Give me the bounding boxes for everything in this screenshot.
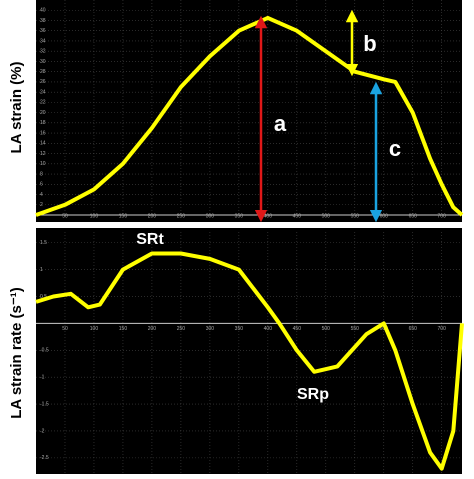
x-tick-label: 500 [322, 213, 331, 219]
x-tick-label: 700 [438, 213, 447, 219]
x-tick-label: 350 [235, 326, 244, 332]
y-tick-label: 22 [40, 100, 46, 106]
strain-curve [35, 15, 464, 217]
x-tick-label: 600 [380, 326, 389, 332]
annotation: SRp [297, 386, 329, 403]
y-tick-label: 2 [40, 202, 43, 208]
x-tick-label: 100 [90, 326, 99, 332]
y-tick-label: 6 [40, 182, 43, 188]
y-tick-label: 16 [40, 130, 46, 136]
annotation: c [389, 136, 401, 161]
y-tick-label: 30 [40, 59, 46, 65]
x-tick-label: 550 [351, 213, 360, 219]
x-tick-label: 550 [351, 326, 360, 332]
y-tick-label: 4 [40, 192, 43, 198]
y-tick-label: 40 [40, 8, 46, 14]
x-tick-label: 650 [409, 326, 418, 332]
x-tick-label: 300 [206, 326, 215, 332]
x-tick-label: 450 [293, 213, 302, 219]
y-tick-label: -2.5 [40, 455, 49, 461]
y-tick-label: 24 [40, 89, 46, 95]
y-tick-label: 18 [40, 120, 46, 126]
y-tick-label: 14 [40, 141, 46, 147]
annotation: b [363, 31, 376, 56]
plot-bg [36, 228, 462, 474]
y-tick-label: 12 [40, 151, 46, 157]
y-tick-label: 1 [40, 267, 43, 273]
y-tick-label: -1 [40, 375, 45, 381]
y-tick-label: 10 [40, 161, 46, 167]
y-tick-label: -1.5 [40, 401, 49, 407]
x-tick-label: 150 [119, 326, 128, 332]
x-tick-label: 250 [177, 326, 186, 332]
x-tick-label: 300 [206, 213, 215, 219]
x-tick-label: 50 [62, 326, 68, 332]
x-tick-label: 450 [293, 326, 302, 332]
y-tick-label: 36 [40, 28, 46, 34]
y-axis-label: LA strain rate (s⁻¹) [8, 287, 25, 419]
x-tick-label: 400 [264, 326, 273, 332]
y-axis-label: LA strain (%) [8, 62, 25, 154]
x-tick-label: 200 [148, 213, 157, 219]
x-tick-label: 700 [438, 326, 447, 332]
x-tick-label: 400 [264, 213, 273, 219]
y-tick-label: 0.5 [40, 294, 47, 300]
y-tick-label: 1.5 [40, 240, 47, 246]
y-tick-label: 38 [40, 18, 46, 24]
y-tick-label: 32 [40, 49, 46, 55]
y-tick-label: 28 [40, 69, 46, 75]
x-tick-label: 650 [409, 213, 418, 219]
x-tick-label: 500 [322, 326, 331, 332]
annotation: SRt [136, 231, 164, 248]
annotation: a [274, 111, 287, 136]
x-tick-label: 250 [177, 213, 186, 219]
y-tick-label: -2 [40, 428, 45, 434]
y-tick-label: -0.5 [40, 348, 49, 354]
y-tick-label: 26 [40, 79, 46, 85]
x-tick-label: 150 [119, 213, 128, 219]
y-tick-label: 8 [40, 171, 43, 177]
x-tick-label: 100 [90, 213, 99, 219]
y-tick-label: 20 [40, 110, 46, 116]
x-tick-label: 600 [380, 213, 389, 219]
x-tick-label: 50 [62, 213, 68, 219]
strain-curve [35, 251, 464, 471]
y-tick-label: 34 [40, 38, 46, 44]
x-tick-label: 350 [235, 213, 244, 219]
x-tick-label: 200 [148, 326, 157, 332]
plot-bg [36, 0, 462, 222]
